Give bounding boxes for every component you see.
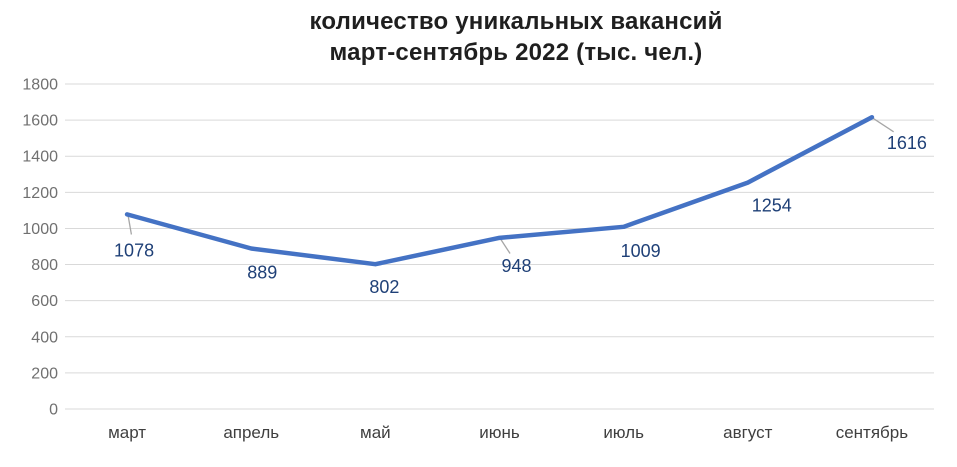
- data-label: 1254: [752, 196, 792, 216]
- chart-title-line2: март-сентябрь 2022 (тыс. чел.): [329, 39, 703, 66]
- y-axis-tick-label: 400: [31, 329, 58, 346]
- data-label: 1078: [114, 240, 154, 260]
- y-axis-tick-label: 0: [49, 402, 58, 419]
- data-label: 1616: [887, 133, 927, 153]
- y-axis-tick-label: 1600: [22, 113, 58, 130]
- y-axis-tick-label: 600: [31, 293, 58, 310]
- y-axis-tick-label: 1800: [22, 77, 58, 94]
- y-axis-tick-label: 200: [31, 365, 58, 382]
- chart-title-line1: количество уникальных вакансий: [309, 8, 723, 35]
- x-axis-category-label: март: [108, 423, 146, 442]
- y-axis-tick-label: 1400: [22, 149, 58, 166]
- data-label: 889: [247, 262, 277, 282]
- y-axis-tick-label: 800: [31, 257, 58, 274]
- x-axis-category-label: июнь: [479, 423, 520, 442]
- series-line: [124, 114, 875, 267]
- data-label-leader-line: [127, 215, 133, 235]
- data-label: 802: [369, 277, 399, 297]
- y-axis-tick-label: 1200: [22, 185, 58, 202]
- data-label: 948: [501, 256, 531, 276]
- data-label-leader-line: [872, 117, 894, 133]
- data-label: 1009: [621, 241, 661, 261]
- y-axis-tick-label: 1000: [22, 221, 58, 238]
- x-axis-category-label: август: [723, 423, 772, 442]
- x-axis-category-label: июль: [603, 423, 644, 442]
- x-axis-category-label: май: [360, 423, 391, 442]
- x-axis-category-label: сентябрь: [836, 423, 909, 442]
- chart-title: количество уникальных вакансий март-сент…: [75, 6, 957, 68]
- data-label-leader-line: [499, 238, 511, 254]
- x-axis-category-label: апрель: [223, 423, 279, 442]
